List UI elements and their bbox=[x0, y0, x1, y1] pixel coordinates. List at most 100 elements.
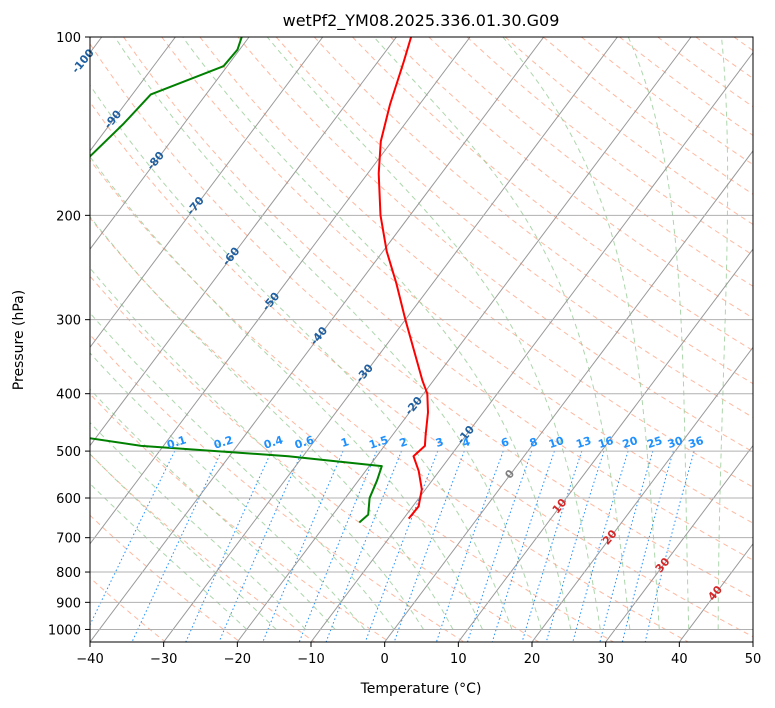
mixing-ratio-label: 25 bbox=[645, 434, 664, 451]
mixing-ratio-label: 0.4 bbox=[262, 433, 285, 451]
mixing-ratio-line bbox=[467, 450, 533, 642]
dry-adiabat-line bbox=[313, 37, 753, 385]
mixing-ratio-line bbox=[90, 450, 176, 626]
isotherm-line bbox=[90, 37, 545, 642]
isotherm-value-label: 20 bbox=[600, 527, 620, 547]
isotherm-value-label: 40 bbox=[705, 583, 725, 603]
isotherm-line bbox=[236, 37, 692, 642]
isotherm-line bbox=[531, 346, 753, 642]
y-tick-label: 400 bbox=[56, 388, 81, 403]
x-tick-label: 40 bbox=[671, 652, 688, 667]
moist-adiabat-line bbox=[90, 482, 248, 630]
moist-adiabat-line bbox=[90, 312, 395, 630]
x-tick-label: 0 bbox=[381, 652, 389, 667]
y-tick-label: 200 bbox=[56, 209, 81, 224]
mixing-ratio-label: 2 bbox=[398, 435, 409, 450]
isotherm-line bbox=[90, 37, 397, 447]
plot-frame bbox=[89, 36, 754, 643]
isotherm-line bbox=[310, 51, 753, 642]
x-axis: −40 −30 −20 −10 0 10 20 30 40 50 bbox=[76, 642, 761, 667]
moist-adiabat-line bbox=[90, 84, 513, 630]
mixing-ratio-label: 1.5 bbox=[367, 433, 390, 451]
mixing-ratio-line bbox=[545, 450, 605, 642]
dry-adiabat-line bbox=[542, 37, 753, 195]
isotherm-value-label: -50 bbox=[260, 290, 283, 314]
isotherm-line bbox=[90, 37, 176, 152]
moist-adiabat-line bbox=[717, 37, 729, 630]
dry-adiabat-line bbox=[90, 393, 390, 642]
y-tick-label: 1000 bbox=[48, 623, 81, 638]
isotherm-line bbox=[90, 37, 250, 250]
dry-adiabat-line bbox=[123, 37, 753, 561]
mixing-ratio-label: 36 bbox=[687, 434, 706, 451]
dry-adiabat-line bbox=[90, 43, 753, 599]
mixing-ratio-line bbox=[621, 450, 674, 642]
y-tick-label: 100 bbox=[56, 31, 81, 46]
moist-adiabat-line bbox=[114, 37, 542, 630]
line-labels: -100-90-80-70-60-50-40-30-20-10102030400… bbox=[69, 46, 725, 603]
freezing-level-label: 0 bbox=[502, 467, 517, 481]
moist-adiabat-line bbox=[90, 388, 336, 630]
isotherm-value-label: -80 bbox=[144, 149, 167, 173]
x-tick-label: 50 bbox=[745, 652, 762, 667]
moist-adiabat-line bbox=[502, 37, 660, 630]
isotherm-line bbox=[457, 248, 753, 642]
mixing-ratio-label: 0.1 bbox=[165, 433, 188, 451]
x-axis-label: Temperature (°C) bbox=[360, 681, 482, 697]
mixing-ratio-line bbox=[393, 450, 465, 642]
x-tick-label: 30 bbox=[597, 652, 614, 667]
dry-adiabat-line bbox=[199, 37, 753, 488]
x-tick-label: −30 bbox=[150, 652, 177, 667]
dry-adiabat-line bbox=[275, 37, 753, 418]
chart-title: wetPf2_YM08.2025.336.01.30.G09 bbox=[283, 11, 560, 31]
mixing-ratio-line bbox=[364, 450, 439, 642]
mixing-ratio-label: 0.6 bbox=[293, 433, 316, 451]
y-tick-label: 500 bbox=[56, 445, 81, 460]
y-axis: 100 200 300 400 500 600 700 800 900 1000 bbox=[48, 31, 90, 638]
y-axis-label: Pressure (hPa) bbox=[11, 290, 27, 390]
x-tick-label: −20 bbox=[224, 652, 251, 667]
dry-adiabat-line bbox=[90, 101, 753, 638]
moist-adiabat-line bbox=[373, 37, 631, 630]
isotherm-line bbox=[90, 37, 471, 545]
dry-adiabat-line bbox=[90, 453, 315, 642]
mixing-ratio-line bbox=[325, 450, 402, 642]
dry-adiabat-line bbox=[237, 37, 753, 453]
sounding-series bbox=[90, 37, 429, 524]
mixing-ratio-line bbox=[599, 450, 654, 642]
isotherm-line bbox=[605, 444, 753, 642]
isotherm-value-label: -70 bbox=[184, 194, 207, 218]
dry-adiabat-line bbox=[581, 37, 753, 166]
dry-adiabat-line bbox=[90, 577, 166, 642]
isotherm-value-label: -100 bbox=[69, 46, 97, 76]
temperature-profile bbox=[377, 37, 429, 520]
isotherm-line bbox=[678, 542, 753, 642]
x-tick-label: 20 bbox=[524, 652, 541, 667]
background-lines bbox=[90, 37, 753, 642]
mixing-ratio-label: 6 bbox=[499, 435, 511, 450]
mixing-ratio-line bbox=[298, 450, 378, 642]
dry-adiabat-line bbox=[657, 37, 753, 108]
dry-adiabat-line bbox=[733, 37, 753, 52]
mixing-ratio-line bbox=[131, 450, 223, 642]
dry-adiabat-line bbox=[466, 37, 753, 256]
x-tick-label: −10 bbox=[297, 652, 324, 667]
x-tick-label: −40 bbox=[76, 652, 103, 667]
moist-adiabat-line bbox=[90, 216, 454, 630]
moist-adiabat-line bbox=[90, 155, 483, 630]
y-tick-label: 600 bbox=[56, 492, 81, 507]
isotherm-line bbox=[752, 641, 753, 642]
isotherm-value-label: -90 bbox=[102, 107, 125, 131]
mixing-ratio-line bbox=[572, 450, 629, 642]
mixing-ratio-line bbox=[521, 450, 583, 642]
moist-adiabat-line bbox=[627, 37, 690, 630]
moist-adiabat-line bbox=[90, 453, 277, 630]
mixing-ratio-label: 3 bbox=[434, 435, 445, 450]
y-tick-label: 700 bbox=[56, 532, 81, 547]
dry-adiabat-line bbox=[352, 37, 753, 352]
moist-adiabat-line bbox=[90, 352, 365, 630]
mixing-ratio-label: 30 bbox=[666, 434, 685, 451]
dry-adiabat-line bbox=[90, 275, 540, 642]
isotherm-value-label: -20 bbox=[402, 394, 425, 418]
moist-adiabat-line bbox=[90, 421, 307, 630]
